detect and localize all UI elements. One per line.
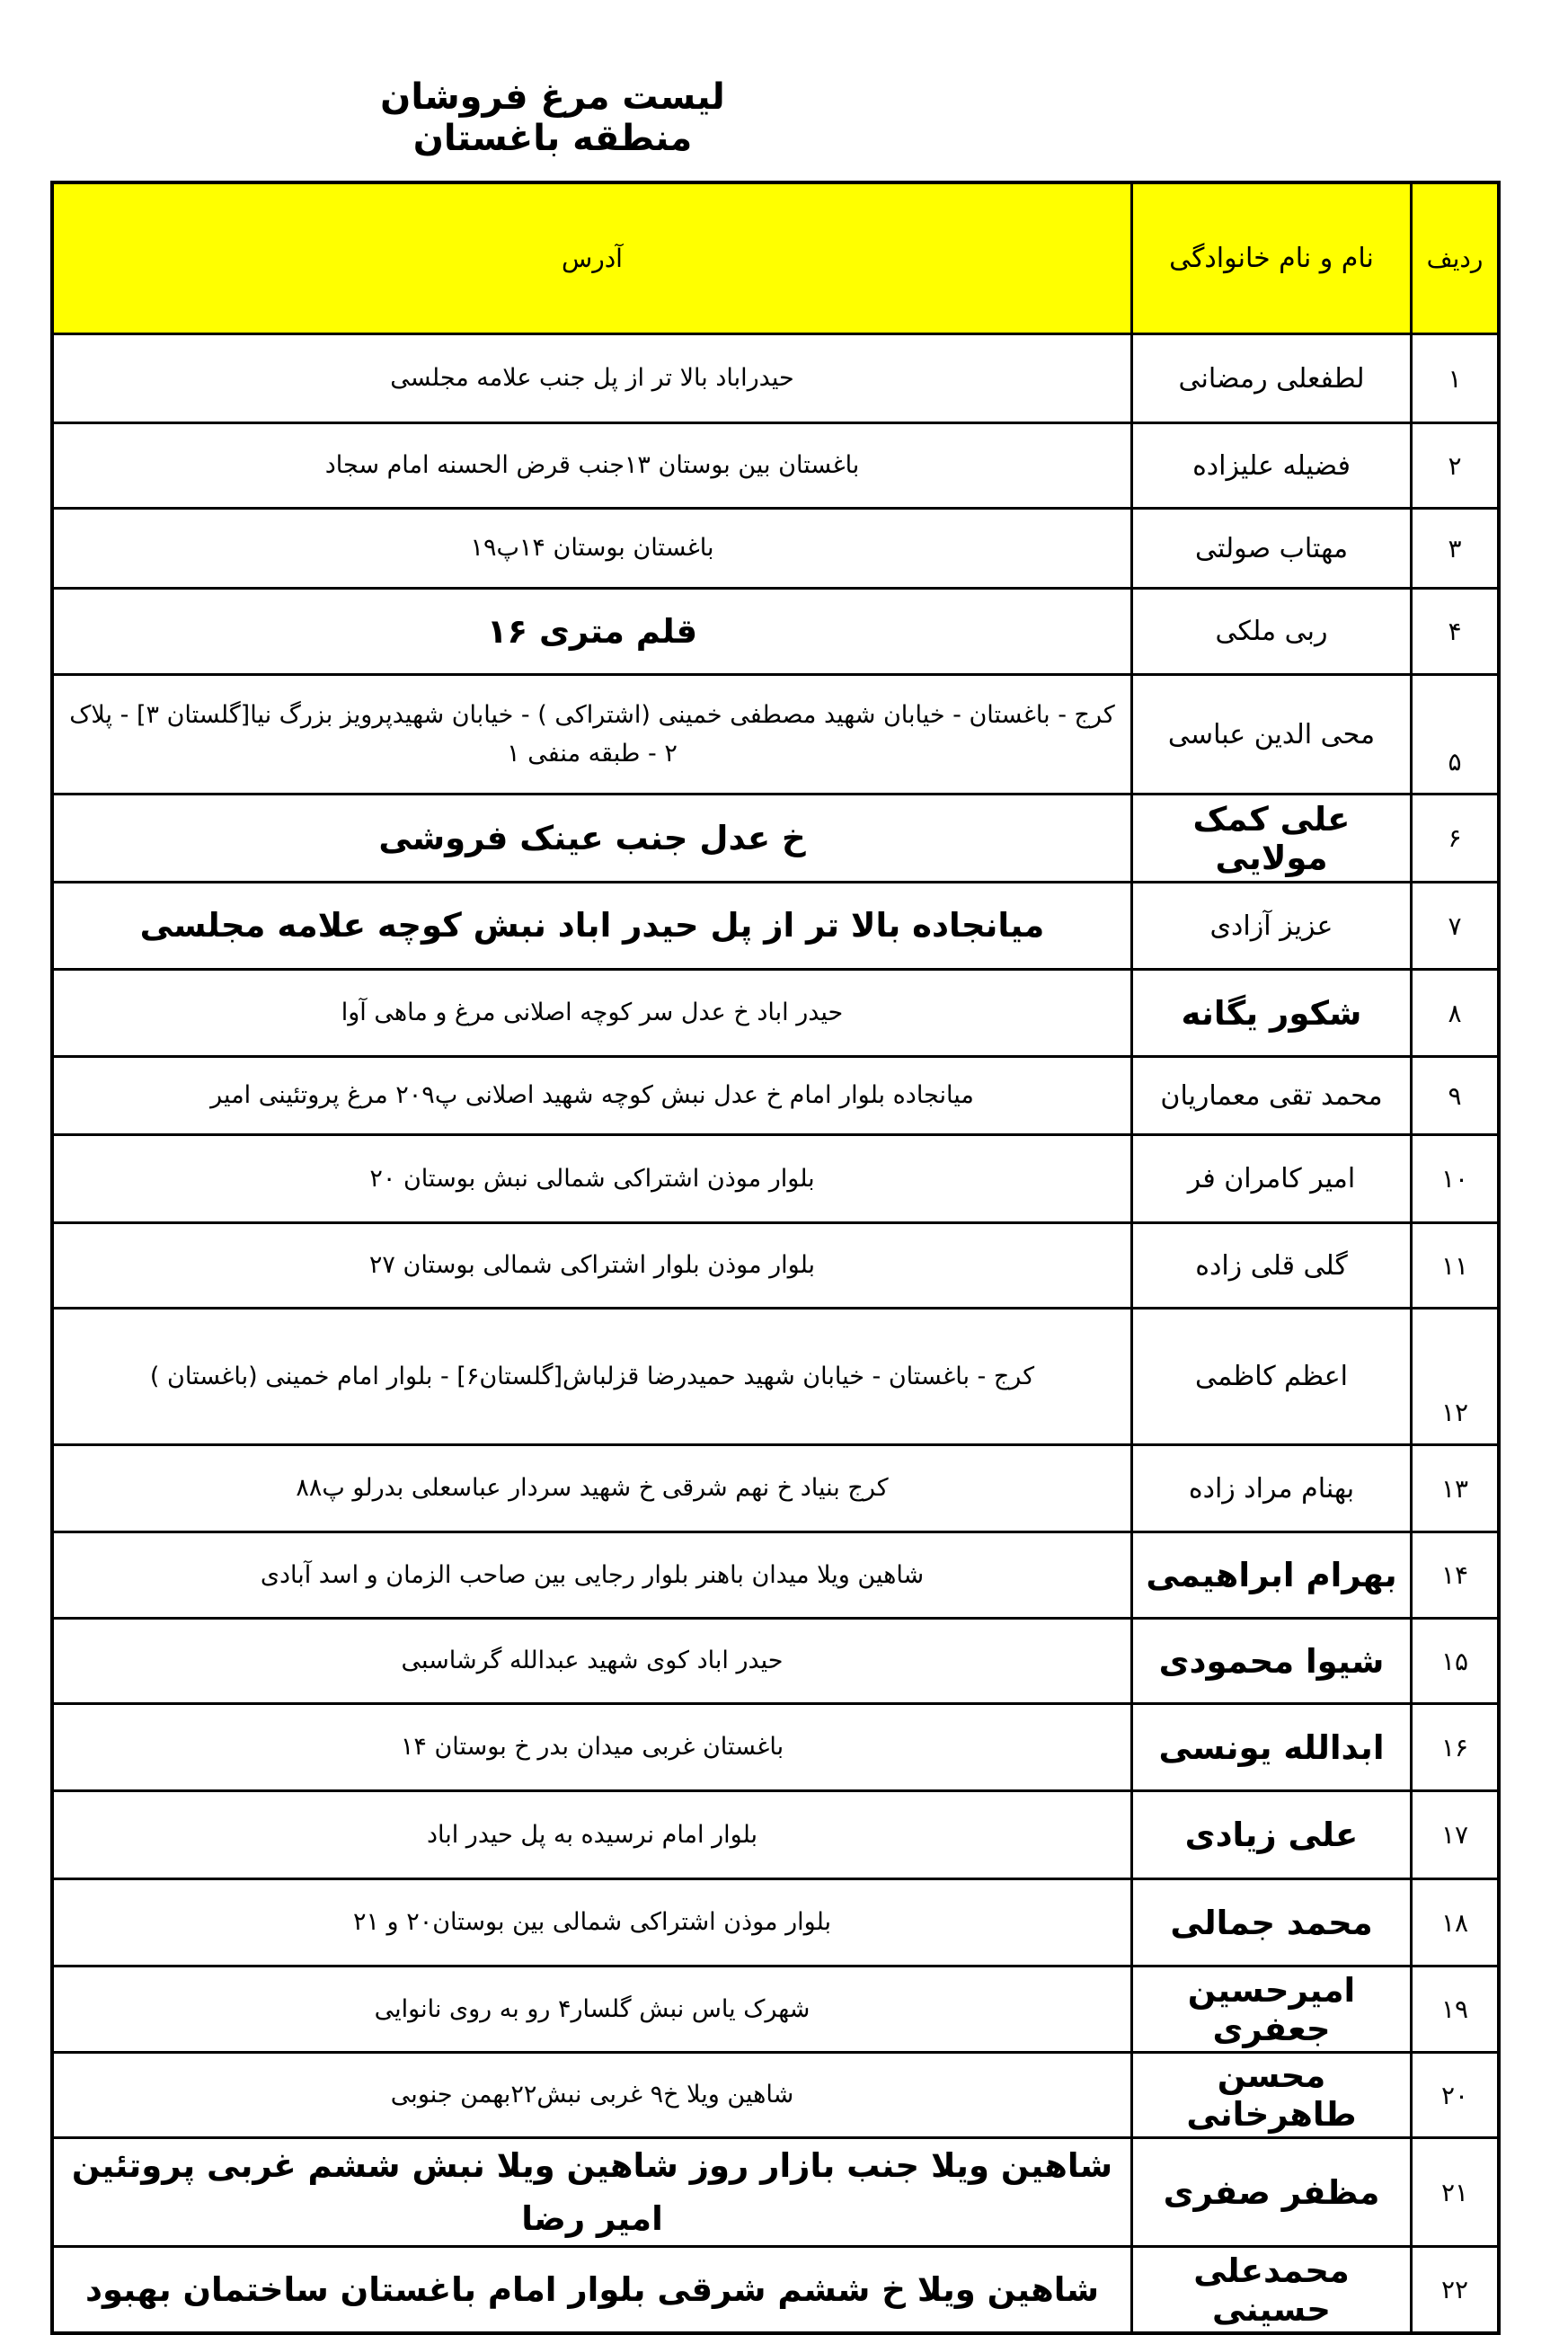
seller-address: حیدر اباد کوی شهید عبدالله گرشاسبی [50, 1617, 1133, 1705]
seller-address: کرج - باغستان - خیابان شهید حمیدرضا قزلب… [50, 1307, 1133, 1446]
table-row: ۹ محمد تقی معماریان میانجاده بلوار امام خ … [50, 1055, 1501, 1136]
seller-address: بلوار موذن بلوار اشتراکی شمالی بوستان ۲۷ [50, 1221, 1133, 1310]
row-number: ۲ [1410, 422, 1501, 510]
seller-name: بهنام مراد زاده [1130, 1443, 1413, 1533]
row-number: ۸ [1410, 968, 1501, 1058]
seller-address: بلوار موذن اشتراکی شمالی نبش بوستان ۲۰ [50, 1133, 1133, 1224]
row-number: ۱۱ [1410, 1221, 1501, 1310]
header-address: آدرس [50, 181, 1133, 335]
table-row: ۷ عزیز آزادی میانجاده بالا تر از پل حیدر ا… [50, 881, 1501, 971]
row-number: ۱۷ [1410, 1789, 1501, 1880]
seller-name: علی کمک مولایی [1130, 793, 1413, 883]
seller-name: گلی قلی زاده [1130, 1221, 1413, 1310]
seller-name: فضیله علیزاده [1130, 422, 1413, 510]
table-row: ۴ ربی ملکی قلم متری ۱۶ [50, 587, 1501, 676]
seller-address: خ عدل جنب عینک فروشی [50, 793, 1133, 883]
row-number: ۵ [1410, 673, 1501, 795]
row-number: ۱ [1410, 333, 1501, 424]
seller-name: شیوا محمودی [1130, 1617, 1413, 1705]
table-row: ۸ شکور یگانه حیدر اباد خ عدل سر کوچه اصلان… [50, 968, 1501, 1058]
row-number: ۴ [1410, 587, 1501, 676]
header-row-number: ردیف [1410, 181, 1501, 335]
row-number: ۶ [1410, 793, 1501, 883]
seller-address: شاهین ویلا خ ششم شرقی بلوار امام باغستان… [50, 2245, 1133, 2335]
seller-name: محمد تقی معماریان [1130, 1055, 1413, 1136]
seller-name: مظفر صفری [1130, 2135, 1413, 2249]
seller-address: میانجاده بلوار امام خ عدل نبش کوچه شهید … [50, 1055, 1133, 1136]
seller-address: باغستان بوستان ۱۴پ۱۹ [50, 507, 1133, 590]
table-row: ۱۲ اعظم کاظمی کرج - باغستان - خیابان شهید … [50, 1307, 1501, 1446]
row-number: ۱۴ [1410, 1531, 1501, 1620]
row-number: ۱۹ [1410, 1965, 1501, 2054]
poultry-sellers-table: ردیف نام و نام خانوادگی آدرس ۱ لطفعلی رمض… [50, 181, 1501, 2335]
seller-address: میانجاده بالا تر از پل حیدر اباد نبش کوچ… [50, 881, 1133, 971]
table-row: ۲۰ محسن طاهرخانی شاهین ویلا خ۹ غربی نبش۲۲ب… [50, 2051, 1501, 2139]
row-number: ۳ [1410, 507, 1501, 590]
seller-name: محسن طاهرخانی [1130, 2051, 1413, 2139]
table-row: ۵ محی الدین عباسی کرج - باغستان - خیابان ش… [50, 673, 1501, 795]
table-row: ۳ مهتاب صولتی باغستان بوستان ۱۴پ۱۹ [50, 507, 1501, 590]
seller-address: بلوار امام نرسیده به پل حیدر اباد [50, 1789, 1133, 1880]
seller-name: محمد جمالی [1130, 1878, 1413, 1967]
row-number: ۱۶ [1410, 1702, 1501, 1792]
table-row: ۱۸ محمد جمالی بلوار موذن اشتراکی شمالی بین… [50, 1878, 1501, 1967]
row-number: ۱۰ [1410, 1133, 1501, 1224]
table-header-row: ردیف نام و نام خانوادگی آدرس [50, 181, 1501, 335]
seller-name: بهرام ابراهیمی [1130, 1531, 1413, 1620]
seller-address: باغستان غربی میدان بدر خ بوستان ۱۴ [50, 1702, 1133, 1792]
seller-name: لطفعلی رمضانی [1130, 333, 1413, 424]
table-row: ۱۳ بهنام مراد زاده کرج بنیاد خ نهم شرقی خ … [50, 1443, 1501, 1533]
row-number: ۲۲ [1410, 2245, 1501, 2335]
seller-name: ربی ملکی [1130, 587, 1413, 676]
seller-address: شاهین ویلا میدان باهنر بلوار رجایی بین ص… [50, 1531, 1133, 1620]
seller-address: شاهین ویلا خ۹ غربی نبش۲۲بهمن جنوبی [50, 2051, 1133, 2139]
table-row: ۱۵ شیوا محمودی حیدر اباد کوی شهید عبدالله … [50, 1617, 1501, 1705]
table-row: ۱ لطفعلی رمضانی حیدراباد بالا تر از پل جنب… [50, 333, 1501, 424]
table-row: ۱۷ علی زیادی بلوار امام نرسیده به پل حیدر … [50, 1789, 1501, 1880]
table-row: ۱۴ بهرام ابراهیمی شاهین ویلا میدان باهنر ب… [50, 1531, 1501, 1620]
seller-name: محی الدین عباسی [1130, 673, 1413, 795]
row-number: ۹ [1410, 1055, 1501, 1136]
table-row: ۱۹ امیرحسین جعفری شهرک یاس نبش گلسار۴ رو ب… [50, 1965, 1501, 2054]
seller-address: کرج - باغستان - خیابان شهید مصطفی خمینی … [50, 673, 1133, 795]
row-number: ۷ [1410, 881, 1501, 971]
table-row: ۱۰ امیر کامران فر بلوار موذن اشتراکی شمالی… [50, 1133, 1501, 1224]
table-row: ۱۶ ابدالله یونسی باغستان غربی میدان بدر خ … [50, 1702, 1501, 1792]
row-number: ۱۲ [1410, 1307, 1501, 1446]
table-row: ۱۱ گلی قلی زاده بلوار موذن بلوار اشتراکی ش… [50, 1221, 1501, 1310]
row-number: ۱۸ [1410, 1878, 1501, 1967]
seller-name: اعظم کاظمی [1130, 1307, 1413, 1446]
seller-name: مهتاب صولتی [1130, 507, 1413, 590]
table-row: ۶ علی کمک مولایی خ عدل جنب عینک فروشی [50, 793, 1501, 883]
seller-name: شکور یگانه [1130, 968, 1413, 1058]
seller-address: حیدراباد بالا تر از پل جنب علامه مجلسی [50, 333, 1133, 424]
seller-name: محمدعلی حسینی [1130, 2245, 1413, 2335]
seller-address: باغستان بین بوستان ۱۳جنب قرض الحسنه امام… [50, 422, 1133, 510]
seller-name: ابدالله یونسی [1130, 1702, 1413, 1792]
seller-address: کرج بنیاد خ نهم شرقی خ شهید سردار عباسعل… [50, 1443, 1133, 1533]
row-number: ۱۳ [1410, 1443, 1501, 1533]
row-number: ۲۱ [1410, 2135, 1501, 2249]
seller-address: حیدر اباد خ عدل سر کوچه اصلانی مرغ و ماه… [50, 968, 1133, 1058]
row-number: ۱۵ [1410, 1617, 1501, 1705]
seller-address: قلم متری ۱۶ [50, 587, 1133, 676]
seller-name: امیرحسین جعفری [1130, 1965, 1413, 2054]
seller-name: امیر کامران فر [1130, 1133, 1413, 1224]
seller-name: عزیز آزادی [1130, 881, 1413, 971]
seller-address: شهرک یاس نبش گلسار۴ رو به روی نانوایی [50, 1965, 1133, 2054]
table-row: ۲ فضیله علیزاده باغستان بین بوستان ۱۳جنب ق… [50, 422, 1501, 510]
row-number: ۲۰ [1410, 2051, 1501, 2139]
table-row: ۲۱ مظفر صفری شاهین ویلا جنب بازار روز شاهی… [50, 2135, 1501, 2249]
table-row: ۲۲ محمدعلی حسینی شاهین ویلا خ ششم شرقی بلو… [50, 2245, 1501, 2335]
seller-address: بلوار موذن اشتراکی شمالی بین بوستان۲۰ و … [50, 1878, 1133, 1967]
seller-address: شاهین ویلا جنب بازار روز شاهین ویلا نبش … [50, 2135, 1133, 2249]
page-title: لیست مرغ فروشان منطقه باغستان [380, 76, 725, 159]
header-name: نام و نام خانوادگی [1130, 181, 1413, 335]
seller-name: علی زیادی [1130, 1789, 1413, 1880]
